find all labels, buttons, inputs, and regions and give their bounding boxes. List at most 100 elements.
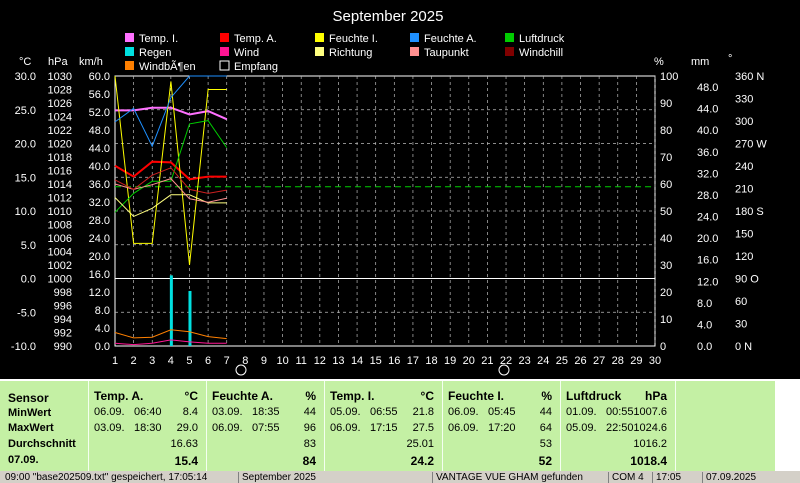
temp-tick: 25.0	[15, 105, 36, 117]
stat-column: Luftdruck hPa 01.09. 00:55 1007.6 05.09. 22:50…	[560, 381, 676, 472]
hpa-tick: 1006	[48, 233, 72, 245]
mm-tick: 48.0	[697, 82, 718, 94]
hpa-tick: 990	[54, 341, 72, 353]
x-tick: 29	[630, 355, 642, 367]
legend-swatch-8	[410, 47, 419, 56]
column-title: Feuchte I.	[448, 389, 505, 403]
deg-tick: 60	[735, 296, 747, 308]
max-row: 03.09. 18:30 29.0	[88, 422, 206, 436]
current-row: 24.2	[324, 454, 442, 468]
x-tick: 2	[131, 355, 137, 367]
min-time: 00:55	[606, 406, 634, 418]
statistics-table: Sensor MinWert MaxWert Durchschnitt 07.0…	[0, 379, 775, 472]
window-edge	[775, 379, 800, 471]
x-tick: 19	[444, 355, 456, 367]
avg-value: 25.01	[406, 438, 434, 450]
max-row: 06.09. 17:15 27.5	[324, 422, 442, 436]
pct-tick: 100	[660, 71, 678, 83]
axis-unit-labels: °C hPa km/h % mm °	[19, 53, 732, 68]
avg-row: 83	[206, 438, 324, 452]
min-value: 21.8	[412, 406, 434, 418]
hpa-tick: 1002	[48, 260, 72, 272]
hpa-tick: 1012	[48, 193, 72, 205]
deg-tick: 120	[735, 251, 753, 263]
kmh-tick: 40.0	[89, 161, 110, 173]
max-time: 22:50	[606, 422, 634, 434]
chart-marker-icons	[235, 364, 510, 376]
x-tick: 6	[205, 355, 211, 367]
current-label: 07.09.	[8, 454, 39, 466]
kmh-tick: 28.0	[89, 215, 110, 227]
kmh-unit-label: km/h	[79, 56, 103, 68]
stat-column: Feuchte A.% 03.09. 18:35 44 06.09. 07:55 96 83 8…	[206, 381, 325, 472]
max-row: 06.09. 07:55 96	[206, 422, 324, 436]
avg-row: 53	[442, 438, 560, 452]
x-tick: 1	[112, 355, 118, 367]
max-value: 96	[303, 422, 316, 434]
hpa-tick: 1026	[48, 98, 72, 110]
chart-title: September 2025	[333, 8, 444, 25]
chart-legend: Temp. I. Temp. A. Feuchte I. Feuchte A. Luft…	[125, 33, 565, 73]
column-title: Feuchte A.	[212, 389, 273, 403]
deg-tick: 0 N	[735, 341, 752, 353]
max-date: 06.09.	[212, 422, 243, 434]
min-row: 05.09. 06:55 21.8	[324, 406, 442, 420]
kmh-tick: 60.0	[89, 71, 110, 83]
x-tick: 30	[649, 355, 661, 367]
row-label-column: Sensor MinWert MaxWert Durchschnitt 07.0…	[0, 381, 89, 472]
column-title: Temp. I.	[330, 389, 375, 403]
hpa-tick: 1024	[48, 112, 72, 124]
x-tick: 18	[425, 355, 437, 367]
max-value: 27.5	[412, 422, 434, 434]
hpa-tick: 1020	[48, 139, 72, 151]
kmh-tick: 52.0	[89, 107, 110, 119]
min-value: 1007.6	[633, 406, 667, 418]
hpa-tick: 1016	[48, 166, 72, 178]
min-date: 01.09.	[566, 406, 597, 418]
min-value: 44	[303, 406, 316, 418]
kmh-tick: 8.0	[95, 305, 110, 317]
hpa-tick: 1014	[48, 179, 72, 191]
legend-swatch-2	[315, 33, 324, 42]
legend-swatch-4	[505, 33, 514, 42]
status-date: 07.09.2025	[702, 472, 800, 483]
min-time: 06:40	[134, 406, 162, 418]
x-tick: 7	[224, 355, 230, 367]
series-line-4	[114, 120, 228, 213]
x-tick: 22	[500, 355, 512, 367]
status-port: COM 4	[608, 472, 652, 483]
max-time: 07:55	[252, 422, 280, 434]
x-tick: 27	[593, 355, 605, 367]
x-tick: 4	[168, 355, 174, 367]
mm-unit-label: mm	[691, 56, 709, 68]
max-date: 06.09.	[448, 422, 479, 434]
avg-label: Durchschnitt	[8, 438, 76, 450]
hpa-tick: 1030	[48, 71, 72, 83]
legend-label-11: Empfang	[234, 61, 278, 73]
min-label: MinWert	[8, 407, 52, 419]
max-time: 17:15	[370, 422, 398, 434]
rain-bar	[188, 290, 192, 346]
temp-tick: 20.0	[15, 139, 36, 151]
legend-label-0: Temp. I.	[139, 33, 178, 45]
pct-tick: 80	[660, 125, 672, 137]
max-value: 1024.6	[633, 422, 667, 434]
legend-swatch-0	[125, 33, 134, 42]
current-value: 52	[538, 454, 552, 468]
pct-tick: 50	[660, 206, 672, 218]
column-unit: °C	[184, 389, 198, 403]
temp-tick: 15.0	[15, 172, 36, 184]
series-line-7	[114, 167, 227, 194]
deg-tick: 270 W	[735, 139, 767, 151]
hpa-tick: 996	[54, 301, 72, 313]
legend-swatch-9	[505, 47, 514, 56]
max-value: 64	[539, 422, 552, 434]
current-value: 24.2	[410, 454, 434, 468]
mm-tick: 44.0	[697, 104, 718, 116]
legend-swatch-5	[125, 47, 134, 56]
hpa-tick: 1028	[48, 85, 72, 97]
deg-tick: 300	[735, 116, 753, 128]
mm-tick: 0.0	[697, 341, 712, 353]
legend-label-3: Feuchte A.	[424, 33, 477, 45]
x-tick: 25	[556, 355, 568, 367]
